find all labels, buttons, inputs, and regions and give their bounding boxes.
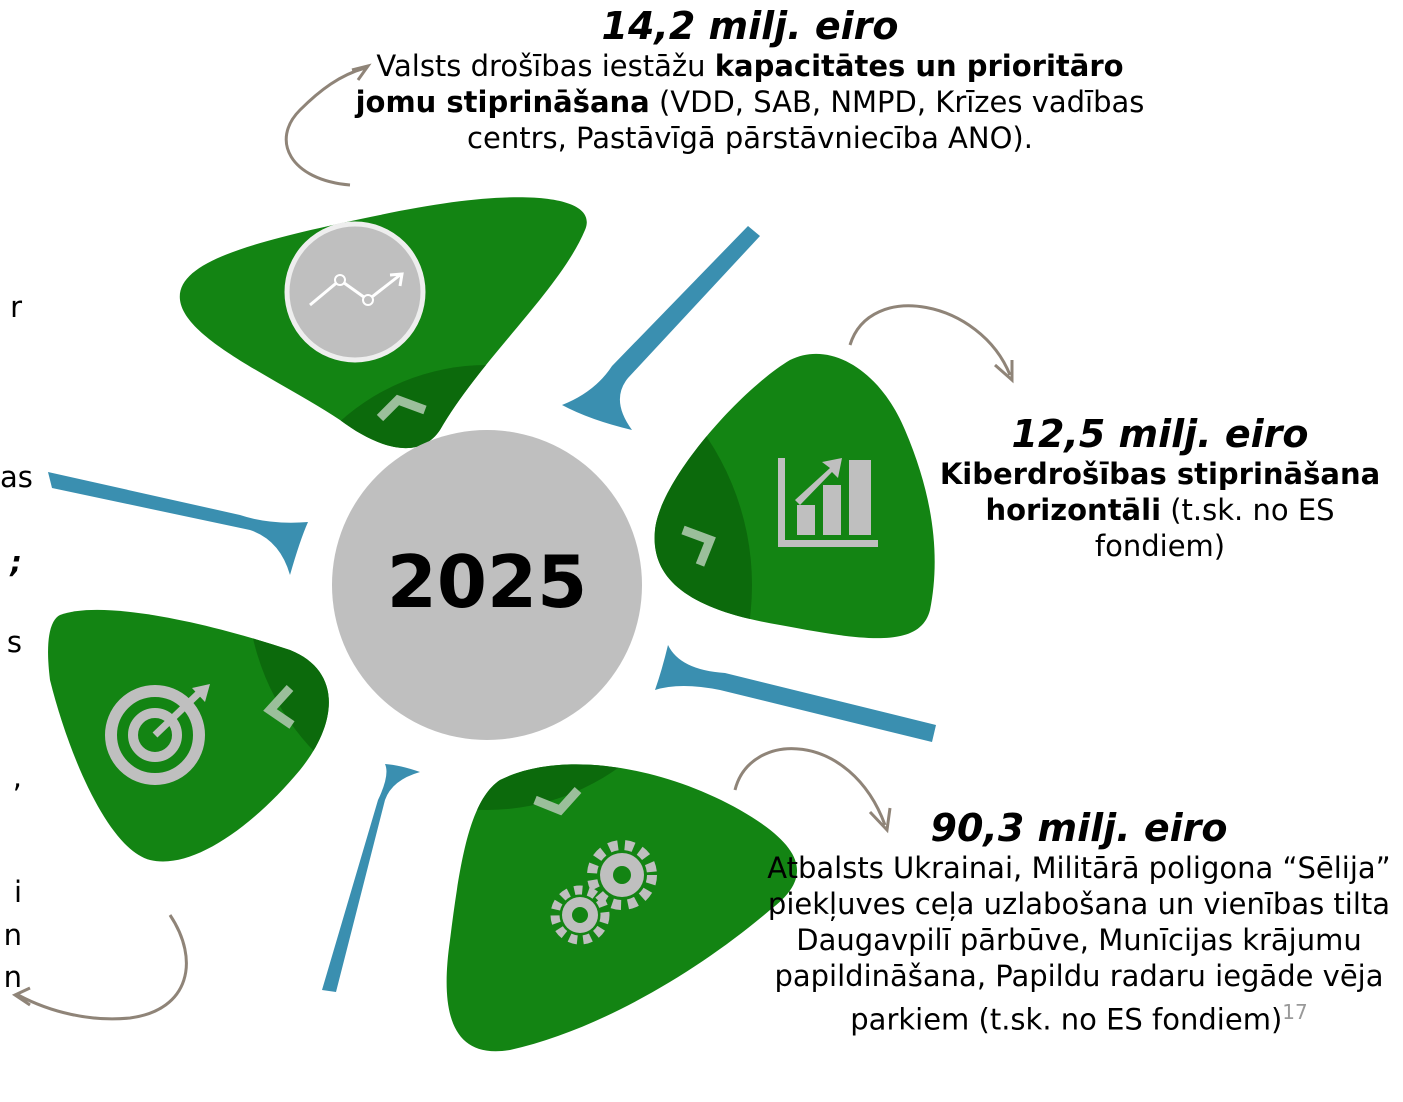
amount-heading: 90,3 milj. eiro [755,806,1403,850]
normal-text: Valsts drošības iestāžu [376,49,714,83]
normal-text: , [13,760,22,794]
normal-text: n [4,918,22,952]
amount-heading: 12,5 milj. eiro [935,412,1385,456]
slide: 2025 14,2 milj. eiroValsts drošības iest… [0,0,1403,1102]
cut-text: r [0,290,22,324]
cut-text: s [0,625,22,659]
normal-text: i [14,875,22,909]
cut-text: ; [0,545,22,579]
sup-text: 17 [1282,1000,1307,1024]
bold-text: ; [10,545,22,579]
cut-text: n [0,960,22,994]
amount-heading: 14,2 milj. eiro [355,4,1145,48]
cut-text: as [0,460,22,494]
year-label: 2025 [332,540,642,624]
normal-text: n [4,960,22,994]
normal-text: s [7,625,22,659]
normal-text: as [0,460,33,494]
cut-text: i [0,875,22,909]
normal-text: r [10,290,22,324]
cut-text: n [0,918,22,952]
cut-text: , [0,760,22,794]
